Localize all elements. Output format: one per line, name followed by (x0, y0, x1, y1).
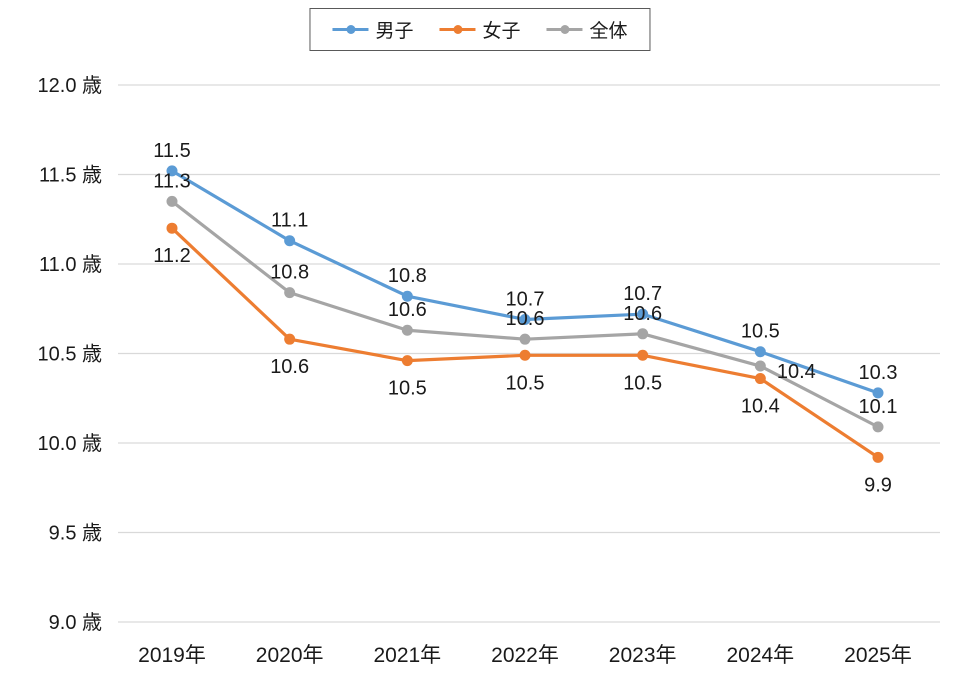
data-label: 10.1 (859, 396, 898, 418)
y-tick-label: 10.5 歳 (38, 343, 102, 366)
x-tick-label: 2023年 (609, 644, 677, 667)
data-label: 11.5 (153, 140, 190, 162)
y-tick-label: 9.0 歳 (49, 611, 102, 634)
x-tick-label: 2021年 (373, 644, 441, 667)
data-point (754, 346, 766, 358)
data-label: 10.6 (623, 303, 662, 325)
data-label: 10.4 (777, 361, 816, 383)
legend-label-girls: 女子 (482, 21, 521, 42)
data-label: 10.8 (270, 262, 309, 284)
legend-label-boys: 男子 (375, 21, 414, 42)
legend-item-overall: 全体 (546, 16, 628, 43)
legend-marker-girls-icon (439, 23, 476, 36)
y-tick-label: 11.0 歳 (39, 253, 102, 276)
data-point (401, 290, 413, 302)
data-label: 11.1 (271, 210, 308, 232)
data-point (872, 387, 884, 399)
data-label: 10.5 (623, 372, 662, 394)
data-point (519, 333, 531, 345)
data-point (637, 308, 649, 320)
legend: 男子 女子 全体 (309, 8, 651, 51)
y-tick-label: 10.0 歳 (38, 432, 102, 455)
data-point (284, 235, 296, 247)
data-label: 10.6 (506, 308, 545, 330)
data-label: 10.8 (388, 265, 427, 287)
legend-dot (452, 25, 462, 34)
data-point (401, 324, 413, 336)
data-point (166, 195, 178, 207)
data-point (519, 313, 531, 325)
data-label: 9.9 (864, 474, 892, 496)
data-point (754, 373, 766, 385)
data-label: 10.7 (623, 283, 662, 305)
data-point (166, 165, 178, 177)
data-label: 10.6 (270, 356, 309, 378)
x-tick-label: 2022年 (491, 644, 559, 667)
data-point (637, 349, 649, 361)
legend-dot (560, 25, 570, 34)
x-tick-label: 2025年 (844, 644, 912, 667)
legend-dot (345, 25, 355, 34)
data-point (166, 222, 178, 234)
y-tick-label: 12.0 歳 (38, 74, 102, 97)
data-point (284, 287, 296, 299)
legend-marker-boys-icon (332, 23, 369, 36)
data-label: 10.5 (506, 372, 545, 394)
data-point (754, 360, 766, 372)
y-tick-label: 11.5 歳 (39, 164, 102, 187)
legend-item-girls: 女子 (439, 16, 521, 43)
data-point (401, 355, 413, 367)
data-label: 10.5 (388, 378, 427, 400)
x-tick-label: 2020年 (256, 644, 324, 667)
x-tick-label: 2019年 (138, 644, 206, 667)
data-point (872, 421, 884, 433)
data-point (519, 349, 531, 361)
data-label: 10.3 (859, 362, 898, 384)
data-point (872, 451, 884, 463)
legend-item-boys: 男子 (332, 16, 413, 43)
x-tick-label: 2024年 (726, 644, 794, 667)
data-point (284, 333, 296, 345)
data-label: 10.7 (506, 288, 545, 310)
legend-label-overall: 全体 (589, 21, 628, 42)
data-label: 10.6 (388, 299, 427, 321)
data-label: 11.2 (153, 245, 190, 267)
data-label: 10.5 (741, 321, 780, 343)
data-label: 10.4 (741, 396, 780, 418)
data-point (637, 328, 649, 340)
legend-marker-overall-icon (546, 23, 583, 36)
data-label: 11.3 (153, 170, 190, 192)
y-tick-label: 9.5 歳 (49, 522, 102, 545)
